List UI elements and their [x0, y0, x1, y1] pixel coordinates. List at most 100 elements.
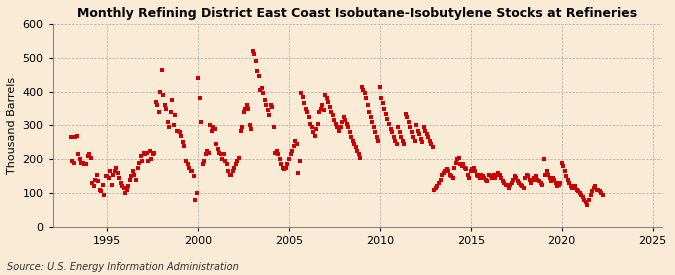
Point: [373, 139, 384, 143]
Point: [263, 108, 273, 112]
Point: [153, 110, 164, 114]
Point: [491, 172, 502, 177]
Point: [123, 184, 134, 189]
Point: [472, 172, 483, 177]
Point: [90, 177, 101, 182]
Point: [438, 171, 449, 175]
Point: [477, 174, 488, 178]
Point: [479, 176, 490, 180]
Point: [375, 84, 385, 89]
Point: [561, 174, 572, 178]
Point: [381, 111, 392, 116]
Point: [300, 106, 311, 111]
Point: [511, 176, 522, 180]
Point: [594, 189, 605, 194]
Point: [277, 166, 288, 170]
Point: [590, 184, 601, 189]
Point: [562, 177, 573, 182]
Point: [229, 166, 240, 170]
Point: [109, 169, 120, 173]
Point: [209, 127, 220, 131]
Point: [476, 172, 487, 177]
Point: [258, 91, 269, 95]
Point: [68, 161, 79, 165]
Point: [126, 174, 137, 178]
Point: [554, 183, 564, 187]
Point: [194, 96, 205, 101]
Point: [517, 184, 528, 189]
Point: [155, 89, 165, 94]
Point: [213, 147, 223, 151]
Point: [593, 188, 603, 192]
Point: [271, 149, 282, 153]
Point: [388, 135, 399, 139]
Point: [331, 122, 342, 126]
Point: [343, 125, 354, 129]
Point: [333, 128, 344, 133]
Point: [550, 181, 561, 185]
Point: [235, 128, 246, 133]
Point: [217, 157, 227, 161]
Point: [259, 98, 270, 102]
Point: [332, 125, 343, 129]
Point: [456, 164, 467, 168]
Point: [185, 169, 196, 173]
Point: [329, 118, 340, 123]
Point: [389, 139, 400, 143]
Point: [231, 162, 242, 167]
Point: [191, 191, 202, 195]
Point: [365, 115, 376, 119]
Point: [282, 162, 293, 167]
Point: [270, 150, 281, 155]
Point: [433, 181, 444, 185]
Point: [353, 152, 364, 156]
Point: [566, 184, 576, 189]
Point: [73, 152, 84, 156]
Point: [485, 174, 496, 178]
Point: [578, 194, 589, 199]
Point: [437, 172, 448, 177]
Point: [528, 177, 539, 182]
Point: [205, 123, 215, 128]
Point: [101, 174, 111, 178]
Point: [296, 91, 306, 95]
Point: [398, 139, 408, 143]
Point: [383, 122, 394, 126]
Point: [76, 161, 87, 165]
Point: [313, 122, 323, 126]
Point: [544, 176, 555, 180]
Point: [170, 113, 181, 117]
Point: [175, 130, 186, 134]
Point: [346, 135, 356, 139]
Point: [317, 103, 328, 107]
Point: [344, 130, 355, 134]
Point: [483, 172, 494, 177]
Point: [140, 152, 151, 156]
Point: [567, 186, 578, 190]
Point: [208, 125, 219, 129]
Point: [489, 176, 500, 180]
Point: [406, 130, 417, 134]
Point: [466, 169, 477, 173]
Point: [495, 176, 506, 180]
Point: [192, 76, 203, 80]
Point: [198, 159, 209, 163]
Point: [510, 174, 520, 178]
Point: [403, 120, 414, 124]
Point: [470, 169, 481, 173]
Point: [320, 93, 331, 97]
Point: [355, 155, 366, 160]
Title: Monthly Refining District East Coast Isobutane-Isobutylene Stocks at Refineries: Monthly Refining District East Coast Iso…: [77, 7, 637, 20]
Point: [264, 113, 275, 117]
Point: [119, 186, 130, 190]
Point: [311, 127, 322, 131]
Point: [221, 162, 232, 167]
Point: [444, 172, 455, 177]
Point: [163, 120, 173, 124]
Point: [138, 150, 149, 155]
Point: [392, 142, 402, 146]
Point: [405, 125, 416, 129]
Point: [287, 149, 298, 153]
Point: [253, 74, 264, 79]
Point: [78, 161, 88, 165]
